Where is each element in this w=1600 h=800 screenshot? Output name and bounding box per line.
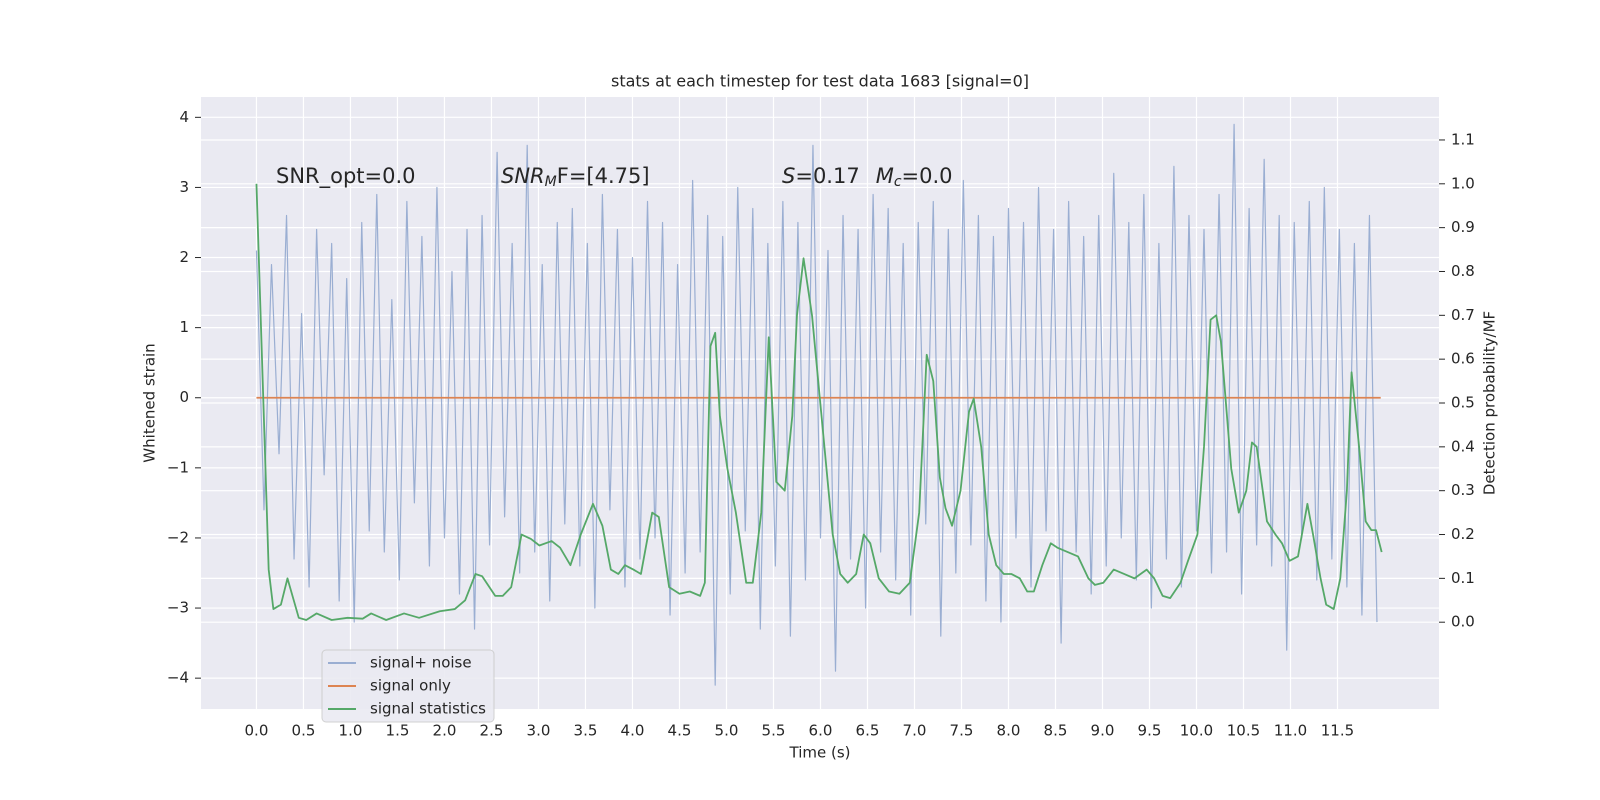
x-tick-label: 5.0 bbox=[715, 722, 739, 740]
y2-tick-label: 1.0 bbox=[1451, 174, 1475, 192]
marks bbox=[255, 123, 1383, 686]
x-tick-label: 6.0 bbox=[809, 722, 833, 740]
x-tick-label: 8.5 bbox=[1044, 722, 1068, 740]
annotation-text: =0.17 bbox=[795, 164, 859, 188]
x-tick-label: 11.5 bbox=[1321, 722, 1354, 740]
series-line bbox=[255, 123, 1378, 686]
legend-label: signal+ noise bbox=[370, 654, 472, 672]
x-tick-label: 0.5 bbox=[292, 722, 316, 740]
annotation: SNRMF=[4.75] bbox=[501, 164, 650, 190]
x-tick-label: 10.5 bbox=[1227, 722, 1260, 740]
annotation-text: M bbox=[876, 164, 894, 188]
x-tick-label: 11.0 bbox=[1274, 722, 1307, 740]
x-tick-label: 4.5 bbox=[668, 722, 692, 740]
x-axis-label: Time (s) bbox=[789, 744, 851, 762]
y2-tick-label: 0.5 bbox=[1451, 394, 1475, 412]
y-axis-label: Whitened strain bbox=[141, 343, 159, 462]
y2-tick-label: 0.4 bbox=[1451, 437, 1475, 455]
x-tick-label: 7.5 bbox=[950, 722, 974, 740]
x-tick-label: 2.0 bbox=[433, 722, 457, 740]
y2-tick-label: 0.1 bbox=[1451, 569, 1475, 587]
y-tick-label: −2 bbox=[167, 528, 189, 546]
y-tick-label: −1 bbox=[167, 458, 189, 476]
annotation-subscript: M bbox=[545, 174, 557, 190]
x-tick-label: 4.0 bbox=[621, 722, 645, 740]
annotation-text: SNR bbox=[501, 164, 545, 188]
annotation-text: =0.0 bbox=[902, 164, 953, 188]
y-tick-label: 2 bbox=[179, 248, 189, 266]
y-tick-label: 4 bbox=[179, 108, 189, 126]
x-tick-label: 9.5 bbox=[1138, 722, 1162, 740]
x-tick-label: 9.0 bbox=[1091, 722, 1115, 740]
chart-title: stats at each timestep for test data 168… bbox=[611, 72, 1029, 91]
annotation-text: F=[4.75] bbox=[557, 164, 650, 188]
legend: signal+ noise signal only signal statistic… bbox=[321, 649, 495, 723]
legend-box bbox=[321, 649, 495, 723]
x-tick-label: 0.0 bbox=[245, 722, 269, 740]
annotation-subscript: c bbox=[894, 174, 902, 190]
y2-tick-label: 0.3 bbox=[1451, 481, 1475, 499]
y2-axis-label: Detection probability/MF bbox=[1481, 311, 1499, 495]
annotation: SNR_opt=0.0 bbox=[276, 164, 416, 189]
y2-tick-label: 0.7 bbox=[1451, 306, 1475, 324]
y2-tick-label: 0.8 bbox=[1451, 262, 1475, 280]
x-tick-label: 8.0 bbox=[997, 722, 1021, 740]
annotation-text: S bbox=[782, 164, 795, 188]
y-tick-label: 1 bbox=[179, 318, 189, 336]
y-tick-label: −4 bbox=[167, 669, 189, 687]
x-tick-label: 3.5 bbox=[574, 722, 598, 740]
x-tick-label: 1.5 bbox=[386, 722, 410, 740]
x-tick-label: 3.0 bbox=[527, 722, 551, 740]
y-tick-label: 0 bbox=[179, 388, 189, 406]
x-tick-label: 7.0 bbox=[903, 722, 927, 740]
x-tick-label: 2.5 bbox=[480, 722, 504, 740]
y2-tick-label: 1.1 bbox=[1451, 130, 1475, 148]
x-tick-label: 10.0 bbox=[1180, 722, 1213, 740]
y2-tick-label: 0.0 bbox=[1451, 613, 1475, 631]
y2-tick-label: 0.9 bbox=[1451, 218, 1475, 236]
y-tick-label: −3 bbox=[167, 599, 189, 617]
annotation-text: SNR_opt=0.0 bbox=[276, 164, 416, 189]
x-tick-label: 5.5 bbox=[762, 722, 786, 740]
x-tick-label: 1.0 bbox=[339, 722, 363, 740]
legend-label: signal only bbox=[370, 677, 451, 695]
series-line bbox=[255, 183, 1383, 621]
x-tick-label: 6.5 bbox=[856, 722, 880, 740]
y2-tick-label: 0.6 bbox=[1451, 350, 1475, 368]
annotation: S=0.17 Mc=0.0 bbox=[782, 164, 953, 190]
legend-label: signal statistics bbox=[370, 700, 486, 718]
y2-tick-label: 0.2 bbox=[1451, 525, 1475, 543]
y-tick-label: 3 bbox=[179, 178, 189, 196]
